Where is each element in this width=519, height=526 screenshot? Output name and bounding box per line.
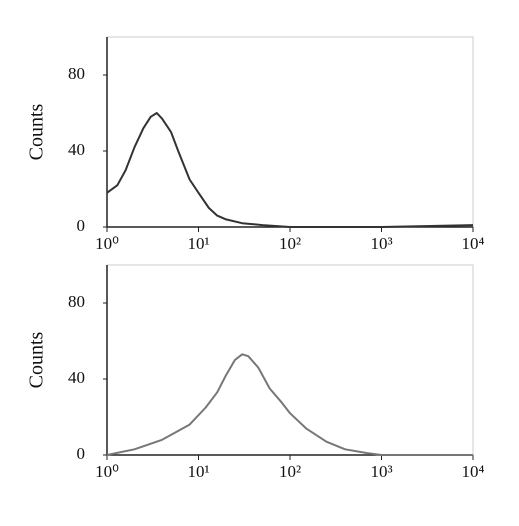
y-tick-label: 80 bbox=[68, 292, 85, 311]
x-tick-label: 10⁴ bbox=[462, 462, 485, 481]
x-tick-label: 10¹ bbox=[187, 234, 209, 253]
y-tick-label: 40 bbox=[68, 140, 85, 159]
y-axis-label: Counts bbox=[26, 331, 48, 388]
plot-frame bbox=[106, 264, 474, 456]
plot-frame bbox=[106, 36, 474, 228]
histogram-line bbox=[106, 353, 473, 456]
x-tick-label: 10³ bbox=[370, 234, 392, 253]
x-tick-label: 10¹ bbox=[187, 462, 209, 481]
y-tick-label: 0 bbox=[77, 444, 86, 463]
x-tick-label: 10⁰ bbox=[95, 234, 119, 253]
y-axis-label: Counts bbox=[26, 103, 48, 160]
y-tick-label: 0 bbox=[77, 216, 86, 235]
y-tick-label: 80 bbox=[68, 64, 85, 83]
histogram-line bbox=[106, 112, 474, 228]
x-tick-label: 10⁴ bbox=[462, 234, 485, 253]
x-tick-label: 10² bbox=[279, 462, 301, 481]
x-tick-label: 10⁰ bbox=[95, 462, 119, 481]
x-tick-label: 10² bbox=[279, 234, 301, 253]
y-tick-label: 40 bbox=[68, 368, 85, 387]
x-tick-label: 10³ bbox=[370, 462, 392, 481]
